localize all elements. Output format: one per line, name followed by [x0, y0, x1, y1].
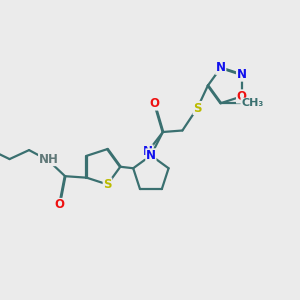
- Text: O: O: [150, 97, 160, 110]
- Text: S: S: [193, 101, 202, 115]
- Text: O: O: [54, 199, 64, 212]
- Text: CH₃: CH₃: [241, 98, 263, 108]
- Text: O: O: [236, 90, 247, 103]
- Text: N: N: [216, 61, 226, 74]
- Text: N: N: [143, 145, 153, 158]
- Text: N: N: [146, 149, 156, 162]
- Text: N: N: [236, 68, 247, 81]
- Text: NH: NH: [39, 153, 58, 166]
- Text: S: S: [103, 178, 112, 191]
